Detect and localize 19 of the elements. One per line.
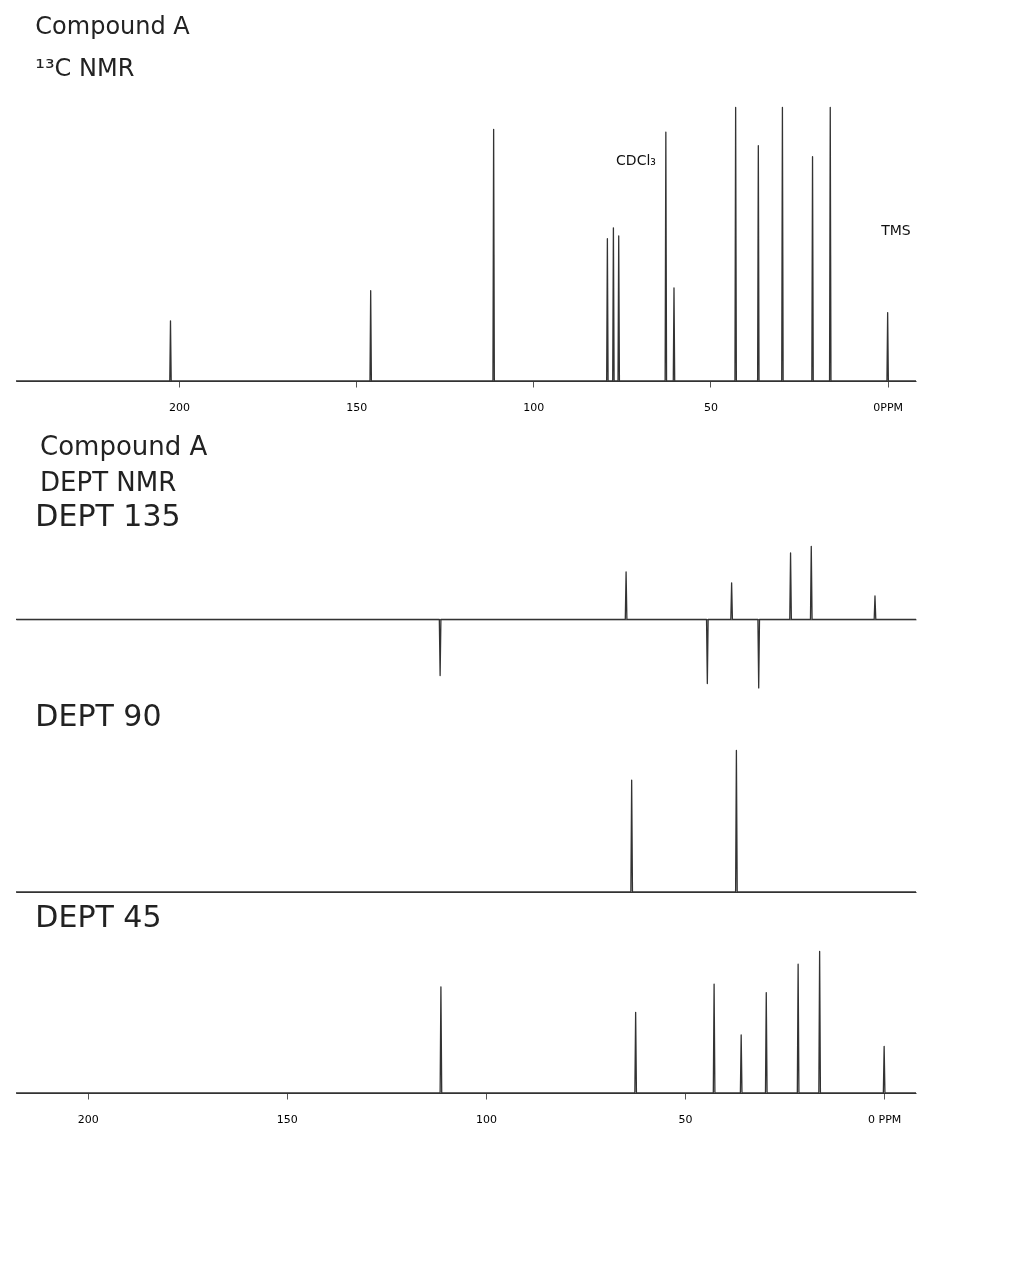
text: DEPT NMR — [40, 467, 178, 497]
text: Compound A — [40, 431, 209, 461]
x-tick-label: 50 — [678, 1112, 693, 1126]
chart-title: Compound A — [35, 12, 191, 40]
x-tick-label: 0 PPM — [868, 1112, 902, 1126]
x-tick-label: 100 — [523, 400, 545, 414]
x-tick-label: 200 — [77, 1112, 99, 1126]
chart-title: DEPT 135 — [35, 498, 181, 533]
chart-title: DEPT 45 — [35, 899, 162, 934]
x-tick-label: 50 — [703, 400, 718, 414]
annotation: TMS — [880, 222, 911, 238]
x-tick-label: 150 — [346, 400, 368, 414]
chart-subtitle: ¹³C NMR — [35, 54, 135, 82]
x-tick-label: 100 — [475, 1112, 497, 1126]
x-tick-label: 150 — [276, 1112, 298, 1126]
annotation: CDCl₃ — [616, 152, 656, 168]
chart-title: DEPT 90 — [35, 698, 162, 733]
x-tick-label: 200 — [168, 400, 190, 414]
x-tick-label: 0PPM — [873, 400, 904, 414]
